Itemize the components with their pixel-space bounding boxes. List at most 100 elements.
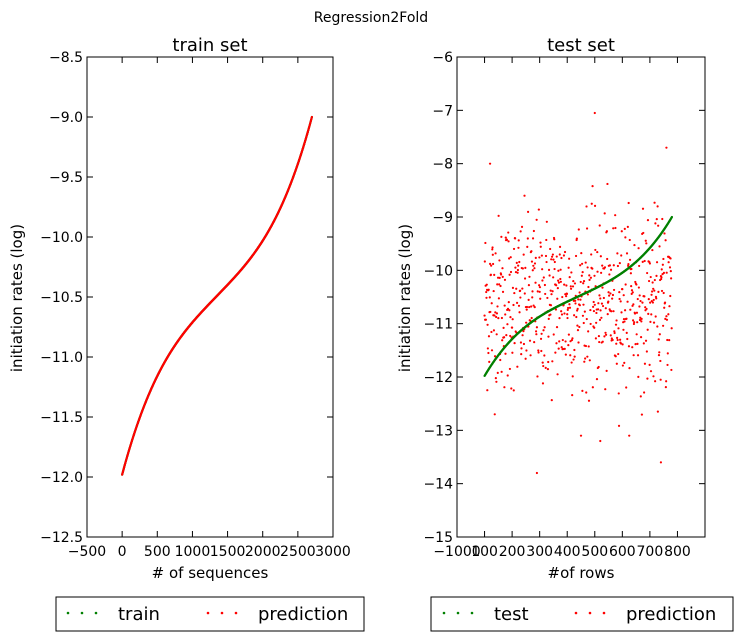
test-set-prediction-point xyxy=(503,336,506,339)
test-set-prediction-point xyxy=(662,257,665,261)
test-set-prediction-point xyxy=(603,212,606,215)
test-set-prediction-point xyxy=(515,261,518,264)
test-set-prediction-point xyxy=(666,352,669,355)
test-set-prediction-point xyxy=(503,304,506,307)
test-set-panel: test set #of rows initiation rates (log)… xyxy=(396,35,706,582)
train-set-plot-frame xyxy=(86,56,334,538)
test-set-prediction-point xyxy=(571,285,575,288)
test-set-prediction-point xyxy=(572,280,575,283)
test-set-prediction-point xyxy=(579,264,582,267)
train-set-xtick-label: 2000 xyxy=(245,544,281,560)
test-set-prediction-point xyxy=(514,270,518,274)
test-set-prediction-point xyxy=(499,358,502,362)
test-set-prediction-point xyxy=(618,291,621,294)
test-set-prediction-point xyxy=(595,311,598,315)
test-set-prediction-point xyxy=(566,316,569,320)
test-set-prediction-point xyxy=(504,313,507,316)
test-set-xlabel: #of rows xyxy=(548,564,615,582)
test-set-prediction-point xyxy=(633,321,636,324)
test-set-prediction-point xyxy=(563,347,566,350)
test-set-xtick-label: 300 xyxy=(526,544,553,560)
test-set-prediction-point xyxy=(668,266,672,269)
test-set-prediction-point xyxy=(556,297,559,300)
test-set-prediction-point xyxy=(536,375,539,378)
test-set-prediction-point xyxy=(604,388,607,391)
test-set-prediction-point xyxy=(531,290,534,293)
test-set-prediction-point xyxy=(559,268,562,271)
test-set-prediction-point xyxy=(495,312,499,315)
test-set-prediction-point xyxy=(560,346,563,349)
test-set-prediction-point xyxy=(491,253,494,256)
test-set-prediction-point xyxy=(599,309,602,312)
test-set-prediction-point xyxy=(591,386,594,389)
test-set-prediction-point xyxy=(501,275,504,278)
test-set-prediction-point xyxy=(517,239,520,242)
test-set-prediction-point xyxy=(627,345,631,348)
test-set-prediction-point xyxy=(506,307,510,310)
test-set-prediction-point xyxy=(542,329,545,332)
test-set-prediction-point xyxy=(551,253,554,256)
test-set-prediction-point xyxy=(487,335,491,338)
test-set-prediction-point xyxy=(521,287,524,290)
test-set-prediction-point xyxy=(564,340,567,343)
test-set-legend-marks xyxy=(442,611,606,615)
train-set-xlabel: # of sequences xyxy=(152,564,269,582)
test-set-prediction-point xyxy=(553,238,556,241)
test-set-prediction-point xyxy=(615,319,618,322)
test-set-prediction-point xyxy=(542,364,545,368)
test-set-prediction-point xyxy=(537,349,540,352)
test-set-prediction-point xyxy=(563,312,566,315)
test-set-prediction-point xyxy=(485,290,488,294)
test-set-prediction-point xyxy=(670,368,673,372)
test-set-prediction-point xyxy=(540,332,543,335)
test-set-prediction-point xyxy=(523,292,526,295)
test-set-prediction-point xyxy=(579,280,582,284)
test-set-prediction-outlier xyxy=(599,439,602,443)
test-set-prediction-point xyxy=(557,281,561,284)
test-set-prediction-point xyxy=(628,258,632,261)
test-set-prediction-point xyxy=(512,303,515,307)
test-set-prediction-point xyxy=(614,214,617,217)
test-set-prediction-point xyxy=(658,245,661,248)
train-set-ylabel: initiation rates (log) xyxy=(8,224,26,372)
test-set-prediction-point xyxy=(495,333,498,336)
test-set-prediction-point xyxy=(604,331,607,334)
test-set-prediction-point xyxy=(577,298,580,301)
test-set-prediction-point xyxy=(513,291,516,295)
test-set-prediction-point xyxy=(533,341,536,344)
test-set-prediction-point xyxy=(514,266,517,269)
test-set-prediction-point xyxy=(515,301,519,304)
test-set-prediction-point xyxy=(538,286,542,289)
test-set-prediction-point xyxy=(559,280,562,283)
test-set-prediction-point xyxy=(604,307,607,310)
test-set-prediction-point xyxy=(544,366,547,369)
test-set-prediction-point xyxy=(519,296,522,299)
test-set-prediction-point xyxy=(610,310,613,313)
legend-label-train: train xyxy=(118,604,160,625)
test-set-prediction-point xyxy=(669,257,672,260)
test-set-prediction-point xyxy=(567,344,570,347)
test-set-prediction-point xyxy=(551,290,554,293)
test-set-prediction-point xyxy=(664,239,667,242)
test-set-prediction-point xyxy=(615,342,618,345)
test-set-prediction-point xyxy=(594,337,597,340)
test-set-prediction-point xyxy=(533,267,536,270)
test-set-prediction-point xyxy=(508,367,512,371)
test-set-prediction-point xyxy=(645,242,648,245)
test-set-prediction-point xyxy=(510,387,513,390)
test-set-ylabel: initiation rates (log) xyxy=(396,224,414,372)
test-set-prediction-point xyxy=(555,342,558,345)
test-set-prediction-point xyxy=(560,310,563,313)
test-set-prediction-point xyxy=(607,300,610,303)
test-set-prediction-point xyxy=(560,256,563,260)
test-set-prediction-point xyxy=(617,424,621,427)
test-set-prediction-point xyxy=(661,263,664,266)
test-set-prediction-point xyxy=(530,250,533,253)
test-set-prediction-point xyxy=(621,364,624,367)
test-set-prediction-point xyxy=(638,264,641,268)
test-set-prediction-point xyxy=(593,303,596,306)
test-set-prediction-point xyxy=(651,281,654,284)
test-set-prediction-point xyxy=(561,295,564,299)
test-set-prediction-point xyxy=(484,318,488,321)
test-set-prediction-point xyxy=(553,260,556,264)
